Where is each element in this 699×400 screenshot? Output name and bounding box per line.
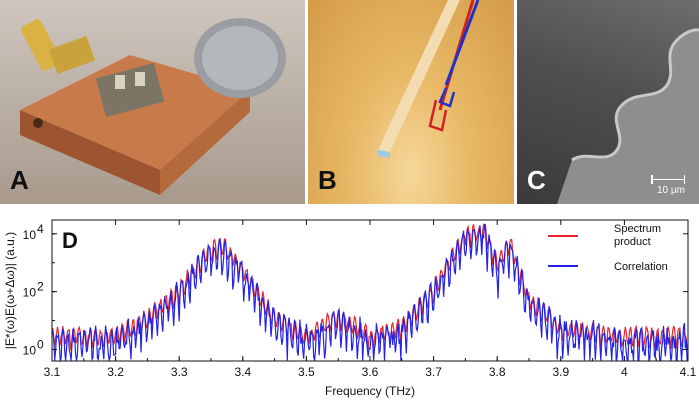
x-tick-label: 3.8	[489, 365, 506, 379]
copper-block-front	[20, 110, 160, 195]
panel-letter-b: B	[318, 165, 337, 195]
y-tick-exponent: 0	[37, 337, 44, 351]
panel-a-photo: A	[0, 0, 305, 204]
y-axis-label: |E*(ω)E(ω+Δω)| (a.u.)	[3, 232, 17, 349]
y-tick-exponent: 4	[37, 222, 44, 236]
connector-flange	[48, 35, 96, 75]
device-mount-photo	[20, 18, 286, 195]
x-tick-label: 3.6	[362, 365, 379, 379]
y-tick-exponent: 2	[37, 280, 44, 294]
x-tick-label: 3.7	[425, 365, 442, 379]
legend-label-spectrum: product	[614, 236, 651, 248]
x-tick-label: 3.2	[107, 365, 124, 379]
coin-face	[202, 26, 278, 90]
blue-electrode	[444, 0, 480, 86]
y-tick-label: 10	[23, 228, 37, 242]
waveguide-ridge	[378, 0, 460, 152]
x-tick-label: 3.9	[552, 365, 569, 379]
ridge-edge	[571, 28, 699, 162]
x-tick-label: 4	[621, 365, 628, 379]
waveguide-facet	[378, 150, 390, 158]
y-tick-label: 10	[23, 343, 37, 357]
panel-d-chart: 3.1 3.2 3.3 3.4 3.5 3.6 3.7 3.8 3.9 4 4.1 10 0 10 2 10…	[0, 206, 699, 400]
legend-label-spectrum: Spectrum	[614, 223, 661, 235]
scale-bar	[651, 175, 685, 183]
copper-block-side	[160, 90, 250, 195]
sem-corrugated-waveguide	[557, 28, 699, 204]
red-electrode-loop	[428, 99, 448, 132]
panel-letter-d: D	[62, 228, 78, 253]
panel-letter-c: C	[527, 165, 546, 195]
copper-block-top	[20, 55, 250, 170]
chip	[135, 72, 145, 86]
sma-connector	[20, 19, 62, 71]
series-correlation	[51, 224, 689, 363]
x-tick-label: 4.1	[680, 365, 697, 379]
panel-c-sem: C 10 μm	[517, 0, 699, 204]
panel-b-rendering: B	[308, 0, 514, 204]
blue-electrode-loop	[438, 87, 456, 108]
x-tick-label: 3.1	[44, 365, 61, 379]
x-tick-label: 3.3	[171, 365, 188, 379]
corrugated-ridge	[557, 29, 699, 204]
waveguide-rendering	[378, 0, 480, 158]
x-tick-label: 3.4	[234, 365, 251, 379]
scale-bar-label: 10 μm	[657, 185, 685, 196]
mount-hole	[33, 118, 43, 128]
panel-letter-a: A	[10, 165, 29, 195]
chip	[115, 75, 125, 89]
x-axis-label: Frequency (THz)	[325, 384, 415, 398]
circuit-board	[95, 62, 165, 118]
legend-label-correlation: Correlation	[614, 261, 668, 273]
plot-frame	[51, 219, 689, 362]
x-tick-label: 3.5	[298, 365, 315, 379]
y-tick-label: 10	[23, 286, 37, 300]
